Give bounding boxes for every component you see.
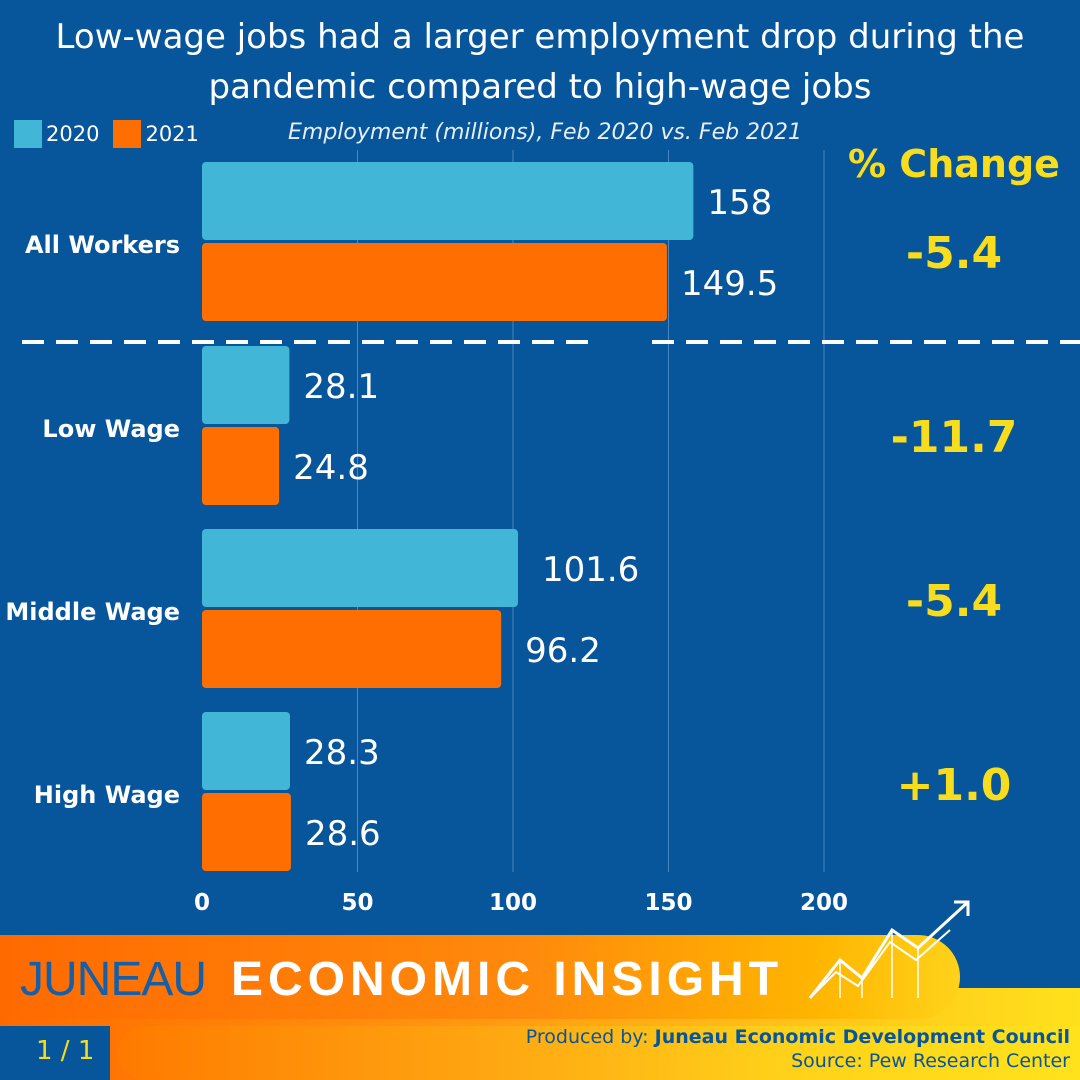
legend: 2020 2021 [14, 120, 213, 148]
page-number: 1 / 1 [36, 1036, 95, 1066]
value-label-middle-wage-2020: 101.6 [542, 550, 639, 590]
bar-high-wage-2020 [202, 712, 291, 790]
chart-title: Low-wage jobs had a larger employment dr… [20, 12, 1060, 112]
source-credit: Source: Pew Research Center [791, 1050, 1070, 1072]
value-label-high-wage-2021: 28.6 [305, 814, 381, 854]
bar-high-wage-2021 [202, 793, 291, 871]
category-label-middle-wage: Middle Wage [5, 598, 180, 626]
title-line-2: pandemic compared to high-wage jobs [208, 67, 872, 107]
x-tick-label-50: 50 [341, 890, 373, 916]
pct-change-title: % Change [848, 142, 1060, 186]
value-label-low-wage-2020: 28.1 [303, 367, 379, 407]
legend-label-2021: 2021 [145, 122, 199, 146]
value-label-middle-wage-2021: 96.2 [525, 631, 601, 671]
bar-all-workers-2020 [202, 162, 694, 240]
category-label-high-wage: High Wage [34, 781, 180, 809]
pct-change-all-workers: -5.4 [905, 228, 1003, 279]
value-label-all-workers-2020: 158 [707, 183, 772, 223]
trend-chart-icon [808, 900, 970, 999]
x-tick-label-150: 150 [644, 890, 692, 916]
legend-swatch-2021 [113, 120, 142, 148]
pct-change-high-wage: +1.0 [896, 760, 1012, 811]
brand-banner [0, 935, 960, 1019]
bar-chart: 158 149.5 All Workers 28.1 24.8 Low Wage 101.6… [5, 150, 1080, 916]
value-label-all-workers-2021: 149.5 [681, 264, 778, 304]
x-tick-label-100: 100 [489, 890, 537, 916]
value-label-low-wage-2021: 24.8 [293, 448, 369, 488]
legend-swatch-2020 [14, 120, 42, 148]
category-label-all-workers: All Workers [25, 231, 180, 259]
bar-low-wage-2020 [202, 346, 290, 424]
title-line-1: Low-wage jobs had a larger employment dr… [55, 17, 1025, 57]
pct-change-middle-wage: -5.4 [905, 576, 1003, 627]
value-label-high-wage-2020: 28.3 [304, 733, 380, 773]
credits-banner [118, 1026, 1080, 1080]
produced-by-org: Juneau Economic Development Council [654, 1026, 1070, 1048]
x-tick-label-200: 200 [800, 890, 848, 916]
bar-middle-wage-2021 [202, 610, 502, 688]
pct-change-low-wage: -11.7 [890, 412, 1018, 463]
legend-label-2020: 2020 [46, 122, 100, 146]
produced-by-label: Produced by: [525, 1026, 649, 1048]
page-indicator-box [0, 1026, 110, 1080]
brand-juneau: JUNEAU [20, 953, 207, 1006]
legend-item-2020: 2020 [14, 120, 99, 148]
category-label-low-wage: Low Wage [42, 415, 180, 443]
brand-economic-insight: ECONOMIC INSIGHT [231, 953, 784, 1006]
x-tick-label-0: 0 [194, 890, 210, 916]
chart-subtitle: Employment (millions), Feb 2020 vs. Feb … [288, 120, 803, 145]
legend-item-2021: 2021 [113, 120, 199, 148]
bar-middle-wage-2020 [202, 529, 518, 607]
produced-by: Produced by: Juneau Economic Development… [526, 1026, 1070, 1048]
bar-low-wage-2021 [202, 427, 280, 505]
bar-all-workers-2021 [202, 243, 667, 321]
